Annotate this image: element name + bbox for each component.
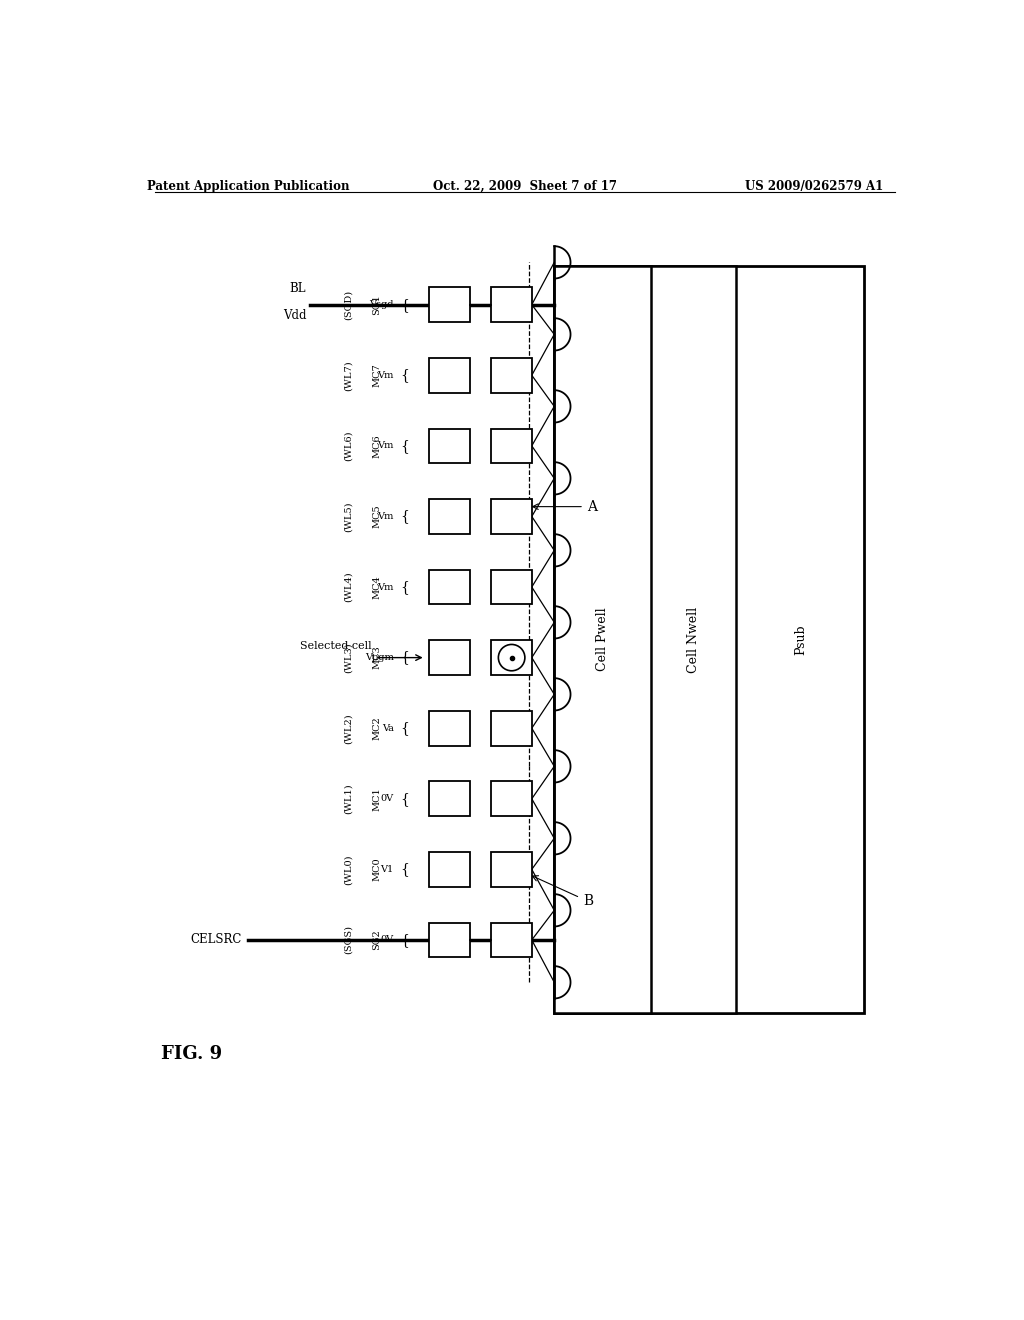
Bar (492, 570, 531, 605)
Bar (554, 267, 864, 1014)
Text: V1: V1 (381, 865, 394, 874)
Text: (WL0): (WL0) (344, 854, 352, 884)
Bar (429, 923, 470, 957)
Bar (429, 358, 470, 392)
Bar (492, 499, 531, 533)
Text: Vm: Vm (378, 441, 394, 450)
Bar (492, 288, 531, 322)
Bar (429, 429, 470, 463)
Text: Vpgm: Vpgm (365, 653, 394, 663)
Text: MC2: MC2 (373, 717, 381, 741)
Text: {: { (400, 651, 409, 664)
Text: (SGS): (SGS) (344, 925, 352, 954)
Bar (554, 267, 736, 1014)
Bar (554, 267, 651, 1014)
Bar (492, 851, 531, 887)
Text: (WL7): (WL7) (344, 360, 352, 391)
Text: US 2009/0262579 A1: US 2009/0262579 A1 (744, 180, 883, 193)
Text: MC1: MC1 (373, 787, 381, 810)
Text: A: A (532, 500, 597, 513)
Text: Vm: Vm (378, 371, 394, 380)
Text: MC4: MC4 (373, 576, 381, 599)
Text: Cell Nwell: Cell Nwell (687, 607, 700, 673)
Bar (492, 923, 531, 957)
Text: Psub: Psub (794, 624, 807, 655)
Text: (WL1): (WL1) (344, 784, 352, 814)
Text: MC7: MC7 (373, 363, 381, 387)
Text: SG2: SG2 (373, 929, 381, 950)
Text: 0V: 0V (381, 936, 394, 944)
Text: {: { (400, 862, 409, 876)
Bar (492, 640, 531, 675)
Text: (WL6): (WL6) (344, 430, 352, 461)
Text: (WL5): (WL5) (344, 502, 352, 532)
Text: Patent Application Publication: Patent Application Publication (146, 180, 349, 193)
Bar (429, 851, 470, 887)
Text: (WL4): (WL4) (344, 572, 352, 602)
Text: FIG. 9: FIG. 9 (161, 1045, 221, 1063)
Text: {: { (400, 792, 409, 805)
Text: Oct. 22, 2009  Sheet 7 of 17: Oct. 22, 2009 Sheet 7 of 17 (433, 180, 616, 193)
Bar (429, 570, 470, 605)
Text: Vsgd: Vsgd (370, 300, 394, 309)
Bar (429, 288, 470, 322)
Text: {: { (400, 721, 409, 735)
Text: MC0: MC0 (373, 858, 381, 882)
Text: Vm: Vm (378, 512, 394, 521)
Text: Vm: Vm (378, 582, 394, 591)
Bar (429, 711, 470, 746)
Text: {: { (400, 933, 409, 946)
Bar (492, 429, 531, 463)
Bar (429, 640, 470, 675)
Text: CELSRC: CELSRC (190, 933, 242, 946)
Bar (429, 499, 470, 533)
Text: MC3: MC3 (373, 645, 381, 669)
Text: {: { (400, 438, 409, 453)
Bar (429, 781, 470, 816)
Bar (492, 711, 531, 746)
Text: (WL2): (WL2) (344, 713, 352, 743)
Text: {: { (400, 298, 409, 312)
Text: MC5: MC5 (373, 504, 381, 528)
Text: (SGD): (SGD) (344, 289, 352, 319)
Text: Cell Pwell: Cell Pwell (596, 607, 609, 672)
Text: Va: Va (382, 723, 394, 733)
Bar (492, 781, 531, 816)
Text: B: B (532, 875, 593, 908)
Text: Vdd: Vdd (283, 309, 306, 322)
Text: MC6: MC6 (373, 434, 381, 458)
Bar (492, 358, 531, 392)
Text: Selected cell: Selected cell (300, 642, 372, 652)
Text: SG1: SG1 (373, 294, 381, 315)
Text: {: { (400, 579, 409, 594)
Text: BL: BL (290, 282, 306, 296)
Text: (WL3): (WL3) (344, 643, 352, 673)
Text: 0V: 0V (381, 795, 394, 804)
Text: {: { (400, 510, 409, 524)
Text: {: { (400, 368, 409, 383)
